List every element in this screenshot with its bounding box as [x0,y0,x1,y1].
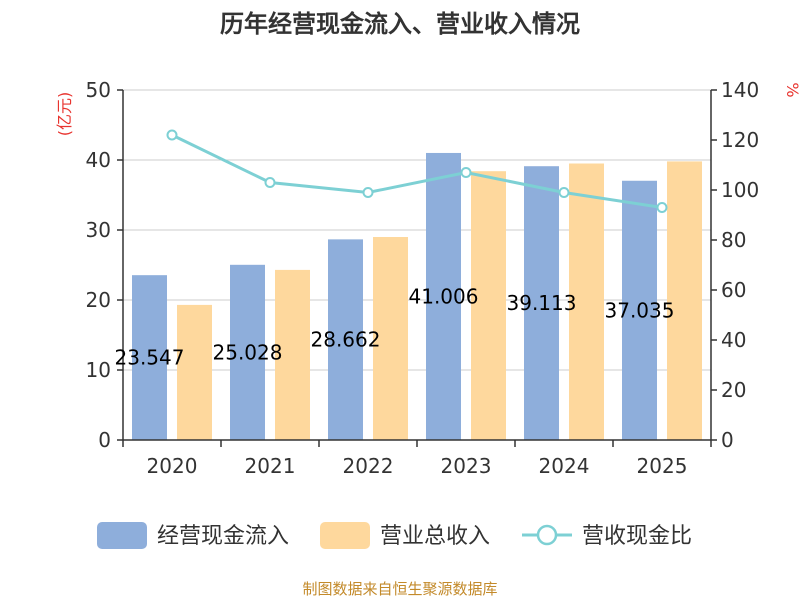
bar-total-revenue [177,304,212,440]
bar-total-revenue [373,237,408,440]
bar-data-label: 23.547 [115,346,185,370]
left-axis-tick-label: 20 [86,288,111,312]
bar-cash-inflow [328,239,363,440]
legend-label: 营业总收入 [380,524,490,549]
right-axis-tick-label: 80 [721,228,746,252]
x-axis-tick-label: 2024 [539,454,590,478]
right-axis-tick-label: 120 [721,128,759,152]
x-axis-tick-label: 2025 [637,454,688,478]
x-axis-tick-label: 2021 [245,454,296,478]
line-point [656,202,668,213]
bar-total-revenue [667,161,702,440]
line-point [558,187,570,198]
bar-cash-inflow [622,180,657,440]
bar-data-label: 39.113 [507,291,577,315]
right-axis-tick-label: 140 [721,78,759,102]
axes-layer: 0 10 20 30 40 50 0 20 40 60 80 100 120 140 2020 2021 202… [55,78,800,478]
x-axis-tick-label: 2023 [441,454,492,478]
line-point [460,167,472,178]
legend-swatch [97,522,147,549]
right-axis-tick-label: 60 [721,278,746,302]
line-point [264,177,276,188]
x-axis-tick-label: 2020 [147,454,198,478]
left-axis-unit-label: (亿元) [55,92,74,137]
legend-line-marker [536,524,558,546]
line-revenue-cash-ratio [171,133,663,209]
bar-data-label: 28.662 [311,328,381,352]
left-axis-tick-label: 50 [86,78,111,102]
bar-data-label: 41.006 [409,284,479,308]
source-note: 制图数据来自恒生聚源数据库 [302,580,497,598]
chart-title: 历年经营现金流入、营业收入情况 [220,10,580,38]
bar-data-label: 25.028 [213,340,283,364]
left-axis-tick-label: 40 [86,148,111,172]
bar-total-revenue [275,269,310,440]
data-labels-layer: 23.547 25.028 28.662 41.006 39.113 37.035 [115,284,675,369]
line-point [166,129,178,141]
right-axis-unit-label: % [783,82,800,97]
legend-label: 经营现金流入 [157,524,289,549]
bar-cash-inflow [426,152,461,440]
line-point [362,187,374,198]
right-axis-tick-label: 20 [721,378,746,402]
legend-label: 营收现金比 [582,524,692,549]
legend-swatch [320,522,370,549]
bar-cash-inflow [132,275,167,440]
line-layer [166,129,668,213]
bar-total-revenue [471,171,506,440]
left-axis-tick-label: 0 [98,428,111,452]
bars-layer [132,152,702,441]
bar-cash-inflow [524,166,559,441]
bar-cash-inflow [230,264,265,440]
bar-data-label: 37.035 [605,298,675,322]
legend: 经营现金流入 营业总收入 营收现金比 [97,522,692,549]
right-axis-tick-label: 40 [721,328,746,352]
right-axis-tick-label: 100 [721,178,759,202]
right-axis-tick-label: 0 [721,428,734,452]
bar-total-revenue [569,163,604,440]
left-axis-tick-label: 10 [86,358,111,382]
left-axis-tick-label: 30 [86,218,111,242]
x-axis-tick-label: 2022 [343,454,394,478]
